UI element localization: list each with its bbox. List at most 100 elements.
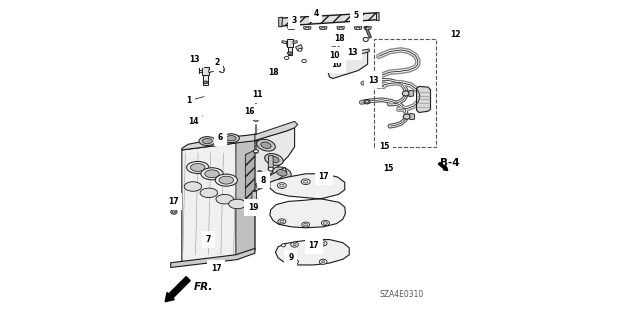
Ellipse shape bbox=[319, 259, 327, 264]
Ellipse shape bbox=[323, 222, 328, 224]
Ellipse shape bbox=[172, 211, 175, 213]
Ellipse shape bbox=[202, 138, 212, 144]
FancyArrow shape bbox=[438, 162, 448, 171]
Text: 13: 13 bbox=[348, 48, 358, 57]
Ellipse shape bbox=[200, 188, 218, 197]
Text: 3: 3 bbox=[291, 16, 296, 25]
Text: 5: 5 bbox=[354, 11, 359, 20]
Polygon shape bbox=[364, 27, 371, 29]
FancyArrow shape bbox=[165, 277, 190, 302]
Polygon shape bbox=[198, 70, 202, 71]
Ellipse shape bbox=[291, 242, 298, 247]
Polygon shape bbox=[182, 134, 261, 150]
Ellipse shape bbox=[321, 179, 330, 185]
Ellipse shape bbox=[339, 27, 342, 29]
Ellipse shape bbox=[403, 114, 410, 119]
Ellipse shape bbox=[282, 244, 285, 247]
Polygon shape bbox=[171, 249, 255, 268]
Polygon shape bbox=[409, 90, 413, 97]
Polygon shape bbox=[236, 134, 260, 256]
Text: 1: 1 bbox=[186, 96, 191, 105]
Ellipse shape bbox=[257, 171, 262, 174]
Polygon shape bbox=[245, 150, 255, 207]
Polygon shape bbox=[252, 191, 257, 205]
Text: 18: 18 bbox=[269, 68, 279, 77]
Polygon shape bbox=[255, 122, 298, 140]
Polygon shape bbox=[293, 41, 297, 44]
Ellipse shape bbox=[306, 27, 309, 29]
Ellipse shape bbox=[403, 91, 409, 96]
Text: 10: 10 bbox=[329, 50, 340, 60]
Ellipse shape bbox=[276, 170, 287, 176]
Ellipse shape bbox=[214, 261, 220, 264]
Ellipse shape bbox=[264, 153, 284, 166]
Ellipse shape bbox=[364, 81, 370, 85]
Text: 17: 17 bbox=[308, 241, 319, 250]
Polygon shape bbox=[268, 156, 273, 170]
Ellipse shape bbox=[321, 220, 330, 226]
Ellipse shape bbox=[219, 176, 234, 184]
Ellipse shape bbox=[259, 171, 260, 173]
Polygon shape bbox=[355, 27, 362, 29]
Ellipse shape bbox=[226, 136, 236, 141]
Ellipse shape bbox=[280, 184, 284, 187]
Text: SZA4E0310: SZA4E0310 bbox=[380, 290, 424, 299]
Ellipse shape bbox=[335, 44, 339, 48]
Ellipse shape bbox=[319, 241, 327, 246]
Ellipse shape bbox=[388, 165, 391, 167]
Ellipse shape bbox=[228, 199, 246, 209]
Ellipse shape bbox=[253, 118, 259, 121]
Text: 16: 16 bbox=[244, 108, 255, 116]
Ellipse shape bbox=[290, 27, 293, 29]
Ellipse shape bbox=[287, 42, 292, 48]
Polygon shape bbox=[319, 27, 327, 29]
Ellipse shape bbox=[321, 261, 324, 263]
Ellipse shape bbox=[273, 167, 291, 179]
Polygon shape bbox=[332, 43, 337, 54]
Text: 18: 18 bbox=[334, 34, 345, 43]
Polygon shape bbox=[287, 27, 295, 29]
Text: 17: 17 bbox=[168, 197, 179, 206]
Polygon shape bbox=[303, 27, 311, 29]
Ellipse shape bbox=[257, 186, 259, 187]
Text: 14: 14 bbox=[188, 117, 198, 126]
Polygon shape bbox=[182, 142, 255, 263]
Ellipse shape bbox=[201, 168, 223, 180]
Ellipse shape bbox=[191, 164, 205, 171]
Polygon shape bbox=[296, 45, 303, 51]
Ellipse shape bbox=[278, 219, 286, 224]
Ellipse shape bbox=[171, 210, 177, 214]
Ellipse shape bbox=[223, 134, 239, 143]
Ellipse shape bbox=[363, 37, 368, 41]
Text: 13: 13 bbox=[189, 55, 200, 64]
Ellipse shape bbox=[365, 82, 369, 85]
Ellipse shape bbox=[321, 27, 324, 29]
Ellipse shape bbox=[268, 167, 273, 171]
Ellipse shape bbox=[199, 137, 216, 145]
Ellipse shape bbox=[287, 52, 292, 54]
Text: B-4: B-4 bbox=[440, 158, 460, 168]
Ellipse shape bbox=[205, 170, 220, 178]
Ellipse shape bbox=[280, 220, 284, 223]
Ellipse shape bbox=[384, 142, 389, 145]
Text: 2: 2 bbox=[214, 58, 220, 67]
Polygon shape bbox=[287, 40, 293, 47]
Polygon shape bbox=[204, 75, 208, 85]
Polygon shape bbox=[276, 240, 349, 265]
Text: 19: 19 bbox=[248, 203, 259, 212]
Polygon shape bbox=[282, 41, 287, 44]
Polygon shape bbox=[218, 66, 225, 72]
Ellipse shape bbox=[257, 139, 275, 151]
Ellipse shape bbox=[261, 142, 271, 148]
Ellipse shape bbox=[303, 180, 308, 183]
Polygon shape bbox=[376, 12, 379, 21]
Polygon shape bbox=[328, 51, 367, 78]
Ellipse shape bbox=[252, 203, 257, 206]
Text: 12: 12 bbox=[450, 30, 461, 39]
Ellipse shape bbox=[184, 182, 202, 191]
Ellipse shape bbox=[278, 183, 286, 189]
Ellipse shape bbox=[284, 56, 289, 59]
Polygon shape bbox=[255, 128, 294, 191]
Ellipse shape bbox=[298, 48, 302, 51]
Ellipse shape bbox=[253, 150, 259, 153]
